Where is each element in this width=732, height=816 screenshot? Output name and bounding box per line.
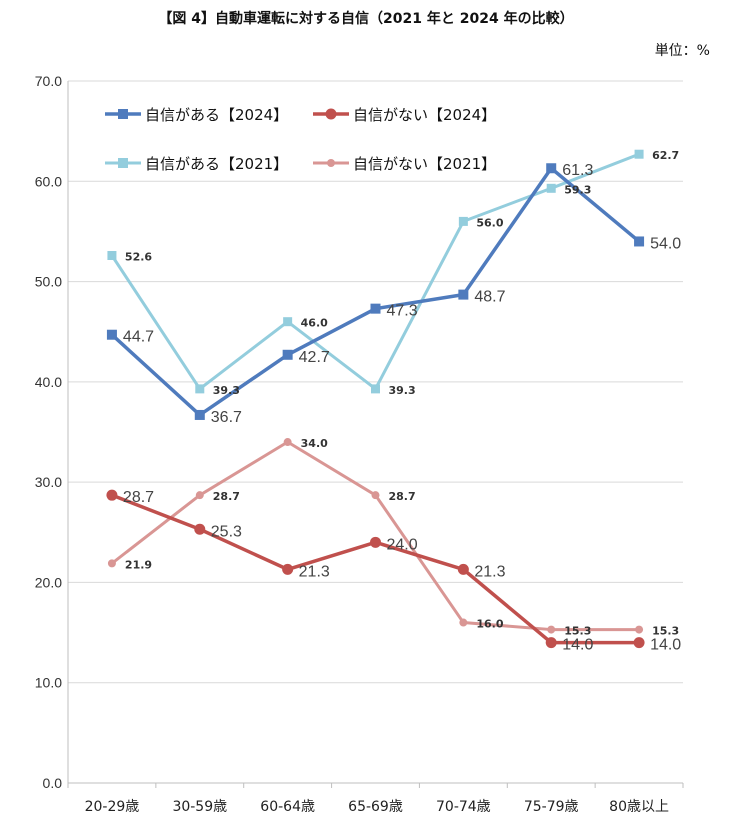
gridlines: [68, 80, 683, 684]
data-label: 15.3: [652, 625, 679, 638]
data-label: 39.3: [389, 384, 416, 397]
data-point: [634, 236, 645, 247]
legend-swatch-marker: [118, 109, 128, 119]
data-label: 36.7: [211, 409, 242, 426]
legend-label: 自信がある【2021】: [145, 155, 288, 173]
legend-swatch-marker: [327, 159, 335, 167]
legend-label: 自信がない【2024】: [353, 106, 496, 124]
data-point: [635, 625, 644, 634]
data-label: 24.0: [387, 536, 418, 553]
data-point: [194, 409, 205, 420]
y-tick-label: 60.0: [35, 173, 62, 189]
data-label: 42.7: [299, 349, 330, 366]
data-point: [282, 563, 294, 575]
x-tick-label: 70-74歳: [436, 799, 491, 815]
data-label: 34.0: [301, 437, 328, 450]
data-point: [370, 536, 381, 548]
data-point: [546, 163, 557, 174]
x-tick-label: 30-59歳: [172, 799, 227, 815]
data-label: 52.6: [125, 250, 152, 263]
data-point: [370, 303, 381, 314]
x-tick-label: 65-69歳: [348, 799, 403, 815]
data-label: 16.0: [476, 618, 503, 631]
data-label: 47.3: [387, 303, 418, 320]
data-point: [106, 329, 117, 340]
data-label: 61.3: [562, 162, 593, 179]
data-point: [107, 250, 117, 260]
y-tick-label: 10.0: [35, 675, 62, 691]
data-point: [283, 438, 292, 447]
series-line: [111, 493, 640, 645]
data-point: [282, 349, 293, 360]
data-label: 21.3: [474, 563, 505, 580]
data-point: [459, 618, 468, 627]
data-label: 48.7: [474, 289, 505, 306]
data-point: [458, 216, 468, 226]
x-tick-label: 20-29歳: [85, 799, 140, 815]
x-tick-label: 60-64歳: [260, 799, 315, 815]
data-point: [106, 489, 118, 501]
data-label: 28.7: [213, 490, 240, 503]
y-tick-label: 30.0: [35, 474, 62, 490]
data-point: [457, 563, 469, 575]
data-label: 21.9: [125, 558, 152, 571]
data-label: 14.0: [562, 637, 593, 654]
data-label: 44.7: [123, 329, 154, 346]
legend: 自信がある【2024】 自信がない【2024】自信がある【2021】 自信がない【2…: [105, 106, 496, 173]
x-tick-label: 75-79歳: [524, 799, 579, 815]
series-lines: [106, 149, 645, 649]
y-tick-label: 70.0: [35, 73, 62, 89]
series-line: [110, 152, 640, 391]
data-label: 54.0: [650, 235, 681, 252]
data-point: [283, 317, 293, 327]
data-point: [634, 149, 644, 159]
data-point: [371, 384, 380, 394]
data-label: 62.7: [652, 149, 679, 162]
data-label: 28.7: [389, 490, 416, 503]
y-tick-label: 50.0: [35, 274, 62, 290]
data-point: [107, 559, 116, 568]
legend-label: 自信がない【2021】: [353, 155, 496, 173]
data-label: 46.0: [301, 317, 328, 330]
data-labels: 52.6 39.3 46.0 39.3 56.0 59.3 62.7 21.9 28.7 34.0…: [123, 149, 681, 653]
data-point: [195, 384, 205, 394]
unit-label: 単位：%: [654, 43, 710, 59]
data-label: 21.3: [299, 563, 330, 580]
legend-swatch-marker: [325, 108, 337, 120]
series-line: [111, 440, 640, 632]
data-point: [458, 289, 469, 300]
y-tick-label: 20.0: [35, 574, 62, 590]
data-label: 59.3: [564, 183, 591, 196]
data-label: 14.0: [650, 637, 681, 654]
legend-label: 自信がある【2024】: [145, 106, 288, 124]
data-label: 15.3: [564, 625, 591, 638]
data-label: 28.7: [123, 489, 154, 506]
data-point: [547, 625, 556, 634]
y-tick-label: 0.0: [43, 775, 63, 791]
data-point: [633, 637, 645, 649]
x-tick-label: 80歳以上: [609, 799, 669, 815]
chart-title: 【図 4】自動車運転に対する自信（2021 年と 2024 年の比較）: [158, 11, 574, 27]
data-label: 25.3: [211, 523, 242, 540]
legend-swatch-marker: [118, 158, 128, 168]
data-point: [194, 523, 206, 535]
data-point: [195, 491, 204, 500]
data-label: 39.3: [213, 384, 240, 397]
data-point: [546, 183, 556, 193]
data-point: [371, 491, 380, 500]
y-tick-label: 40.0: [35, 374, 62, 390]
axes: 0.0 10.0 20.0 30.0 40.0 50.0 60.0 70.0 20-29歳 30-…: [35, 73, 684, 815]
data-label: 56.0: [476, 216, 503, 229]
data-point: [545, 637, 557, 649]
